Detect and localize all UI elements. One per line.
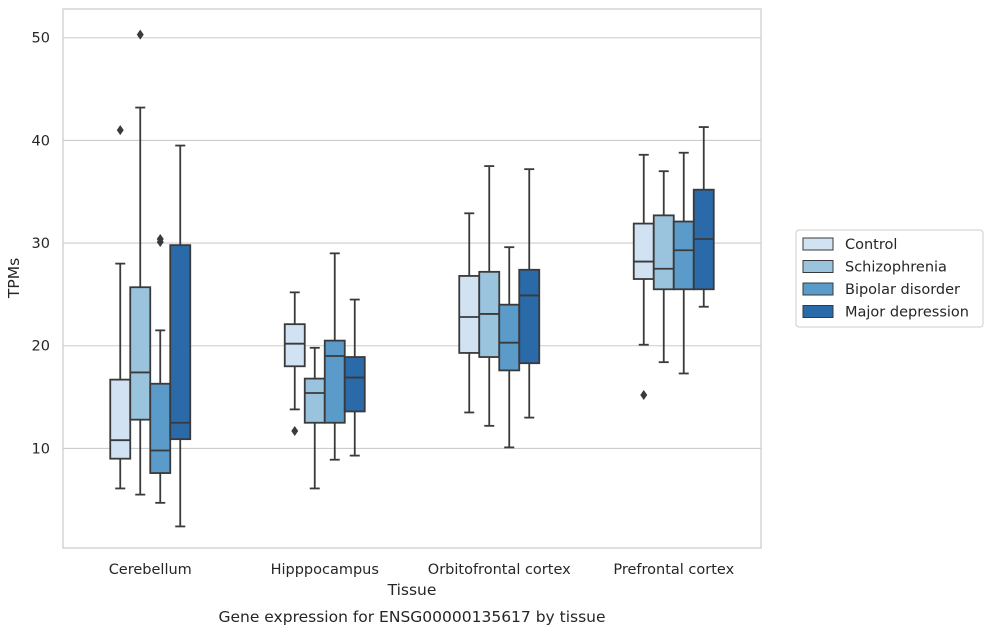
box-body xyxy=(343,356,366,413)
legend: Control Schizophrenia Bipolar disorder Majo… xyxy=(795,229,984,328)
y-tick-label-20: 20 xyxy=(32,339,50,355)
x-axis-label: Tissue xyxy=(387,581,437,599)
legend-label: Major depression xyxy=(845,305,969,321)
box-body xyxy=(283,323,306,368)
box-3-2 xyxy=(518,168,541,419)
box-2-2 xyxy=(498,246,521,449)
box-body xyxy=(632,222,655,280)
box-1-0 xyxy=(129,29,152,496)
outlier-point xyxy=(156,237,164,248)
x-tick-label-3: Prefrontal cortex xyxy=(613,562,734,578)
box-body xyxy=(498,303,521,372)
outlier-point xyxy=(291,425,299,436)
x-tick-label-0: Cerebellum xyxy=(109,562,192,578)
box-body xyxy=(129,286,152,421)
box-body xyxy=(652,214,675,291)
legend-swatch xyxy=(802,282,834,296)
series-1 xyxy=(129,29,675,496)
y-tick-labels: 10 20 30 40 50 xyxy=(32,31,50,458)
y-tick-label-40: 40 xyxy=(32,133,50,149)
series-3 xyxy=(169,126,715,528)
figure-caption: Gene expression for ENSG00000135617 by t… xyxy=(218,608,605,626)
box-body xyxy=(518,268,541,365)
legend-swatch xyxy=(802,237,834,251)
series-0 xyxy=(109,125,655,490)
series-2 xyxy=(149,151,695,504)
box-series xyxy=(109,29,715,528)
box-3-1 xyxy=(343,298,366,457)
box-2-1 xyxy=(323,252,346,461)
x-tick-label-2: Orbitofrontal cortex xyxy=(428,562,571,578)
box-3-3 xyxy=(692,126,715,308)
box-2-3 xyxy=(672,151,695,375)
legend-item-2: Bipolar disorder xyxy=(802,282,960,298)
box-0-1 xyxy=(283,291,306,436)
legend-item-3: Major depression xyxy=(802,305,969,321)
y-tick-label-10: 10 xyxy=(32,441,50,457)
box-1-2 xyxy=(478,165,501,427)
box-0-0 xyxy=(109,125,132,490)
outlier-point xyxy=(640,390,648,401)
box-body xyxy=(303,377,326,424)
legend-swatch xyxy=(802,305,834,318)
y-tick-label-30: 30 xyxy=(32,236,50,252)
legend-label: Control xyxy=(845,237,897,253)
box-0-2 xyxy=(458,212,481,414)
legend-item-0: Control xyxy=(802,237,897,253)
box-body xyxy=(323,339,346,424)
box-body xyxy=(458,275,481,354)
box-body xyxy=(149,382,172,474)
box-1-3 xyxy=(652,170,675,364)
outlier-point xyxy=(116,125,124,136)
box-body xyxy=(109,378,132,460)
legend-label: Bipolar disorder xyxy=(845,282,960,298)
legend-frame xyxy=(795,229,984,328)
box-0-3 xyxy=(632,153,655,401)
x-tick-label-1: Hipppocampus xyxy=(271,562,379,578)
x-tick-labels: Cerebellum Hipppocampus Orbitofrontal cort… xyxy=(109,562,735,578)
box-body xyxy=(169,244,192,441)
outlier-point xyxy=(136,29,144,40)
y-axis-label: TPMs xyxy=(5,258,23,299)
legend-swatch xyxy=(802,260,834,273)
box-body xyxy=(672,220,695,291)
y-tick-label-50: 50 xyxy=(32,31,50,47)
box-2-0 xyxy=(149,233,172,504)
plot-frame xyxy=(62,8,762,549)
legend-label: Schizophrenia xyxy=(845,260,947,276)
box-1-1 xyxy=(303,346,326,490)
box-3-0 xyxy=(169,144,192,528)
legend-item-1: Schizophrenia xyxy=(802,260,947,276)
